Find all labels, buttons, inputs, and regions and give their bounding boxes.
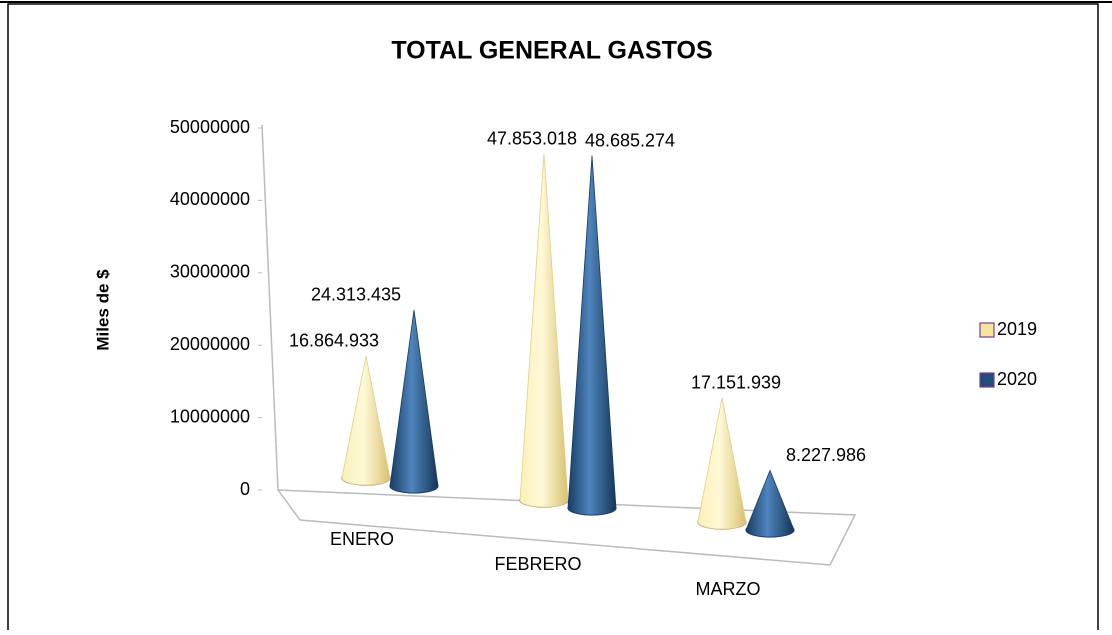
x-tick-label: MARZO	[696, 579, 761, 599]
value-label: 48.685.274	[585, 130, 675, 150]
y-axis-line	[261, 124, 279, 491]
value-label: 17.151.939	[691, 373, 781, 393]
cone	[697, 397, 747, 530]
y-tick-label: 40000000	[170, 189, 250, 209]
chart-title: TOTAL GENERAL GASTOS	[391, 37, 712, 65]
x-tick-label: ENERO	[330, 529, 394, 549]
value-label: 24.313.435	[311, 285, 401, 305]
y-tick-label: 30000000	[170, 262, 250, 282]
frame	[7, 3, 1099, 635]
value-label: 47.853.018	[487, 128, 577, 148]
value-label: 16.864.933	[289, 331, 379, 351]
y-axis-label: Miles de $	[93, 269, 112, 351]
value-label: 8.227.986	[786, 445, 866, 465]
y-tick-label: 50000000	[170, 117, 250, 137]
cone	[341, 355, 391, 486]
legend-swatch	[979, 322, 995, 338]
y-tick-label: 10000000	[170, 406, 250, 426]
cone	[519, 153, 569, 508]
legend-swatch	[979, 372, 995, 388]
legend-label: 2020	[997, 369, 1037, 389]
legend-label: 2019	[997, 319, 1037, 339]
cone	[567, 155, 617, 516]
cone	[745, 469, 795, 538]
y-tick-label: 0	[240, 479, 250, 499]
cone	[389, 309, 439, 494]
y-tick-label: 20000000	[170, 334, 250, 354]
x-tick-label: FEBRERO	[494, 554, 581, 574]
